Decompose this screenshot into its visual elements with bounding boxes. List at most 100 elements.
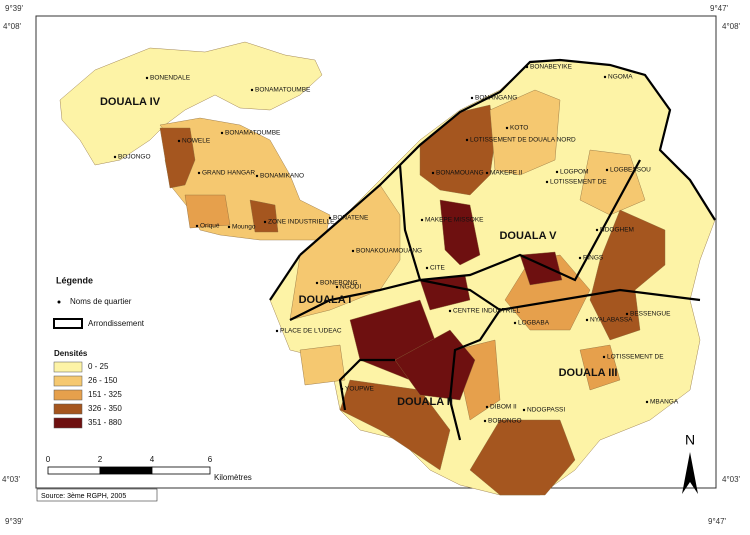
neighborhood-dot [227,225,231,229]
scale-labels: 0 2 4 6 [46,455,213,464]
neighborhood-dot [250,88,254,92]
neighborhood-dot [220,131,224,135]
neighborhood-dot [448,309,452,313]
boundaries [269,58,716,441]
neighborhood-dot [603,75,607,79]
boundary [398,159,641,282]
neighborhood-label: LOTISSEMENT DE [550,179,607,186]
coordinate-label: 9°39' [5,4,24,13]
coordinate-label: 9°39' [5,517,24,526]
neighborhood-label: BONEBONG [320,280,358,287]
neighborhood-dot [525,65,529,69]
neighborhood-dot [595,228,599,232]
neighborhood-dot [555,170,559,174]
legend-swatch [53,389,83,401]
legend-item: Arrondissement [88,319,145,328]
district-area [249,199,279,233]
neighborhood-dot [145,76,149,80]
neighborhood-dot [197,171,201,175]
neighborhood-dot [315,281,319,285]
neighborhood-label: NDOGHEM [600,227,634,234]
neighborhood-label: LOGBABA [518,320,550,327]
neighborhood-dot [113,155,117,159]
neighborhood-label: MAKEPE II [490,170,523,177]
district-area [589,209,666,341]
legend-classes: 0 - 25 26 - 150 151 - 325 326 - 350 351 - 88… [53,361,122,429]
neighborhood-label: NGODI [340,284,362,291]
neighborhood-label: BONAKOUAMOUANG [356,248,422,255]
neighborhood-dot [625,312,629,316]
neighborhood-label: PINGS [583,255,604,262]
scale-tick-label: 2 [98,455,103,464]
neighborhood-label: MBANGA [650,399,679,406]
legend-class-label: 351 - 880 [88,418,122,427]
scale-segment [99,466,153,475]
neighborhood-dot [545,180,549,184]
neighborhood-dot [335,285,339,289]
neighborhood-label: NDOGPASSI [527,407,565,414]
boundary [299,58,716,256]
boundary [269,254,301,301]
scale-bar [47,466,211,475]
legend-swatch [53,403,83,415]
neighborhood-label: Moungo [232,224,256,231]
district-label: DOUALA III [559,367,618,379]
neighborhood-label: BONAMATOUMBE [255,87,311,94]
scale-segment [151,466,211,475]
district-area [184,194,231,229]
neighborhood-label: BONENDALE [150,75,191,82]
neighborhood-dot [431,171,435,175]
neighborhood-dot [645,400,649,404]
neighborhood-dot [470,96,474,100]
district-label: DOUALA IV [100,96,161,108]
neighborhood-dot [275,329,279,333]
legend-class-label: 26 - 150 [88,376,118,385]
district-area [469,419,576,496]
neighborhood-label: DIBOM II [490,404,517,411]
neighborhood-label: LOGBESSOU [610,167,651,174]
neighborhood-label: LOTISSEMENT DE [607,354,664,361]
district-area [339,379,451,471]
source: Source: 3ème RGPH, 2005 [41,493,126,500]
neighborhood-dot [605,168,609,172]
legend-swatch [53,375,83,387]
district-area [419,104,496,196]
neighborhood-dot [340,387,344,391]
neighborhood-label: BESSENGUE [630,311,671,318]
source-box [36,488,158,502]
district-area [59,41,323,166]
coordinate-label: 4°08' [722,22,741,31]
district-area [439,199,481,266]
neighborhood-dot [513,321,517,325]
land [59,41,716,496]
neighborhood-dot [255,174,259,178]
north-arrow [682,452,698,494]
neighborhood-label: BONABEYIKE [530,64,573,71]
district-area [394,329,476,401]
neighborhood-dot [351,249,355,253]
scale-tick-label: 0 [46,455,51,464]
neighborhood-dot [483,419,487,423]
neighborhood-label: Oriqué [200,223,220,230]
district-area [299,344,346,386]
neighborhood-label: MAKEPE MISSOKE [425,217,484,224]
coordinate-label: 9°47' [708,517,727,526]
legend-class-label: 151 - 325 [88,390,122,399]
district-area [579,344,621,391]
boundary [499,288,701,312]
neighborhood-dot [177,139,181,143]
neighborhood-dot [420,218,424,222]
legend-subtitle: Densités [54,349,88,358]
neighborhood-label: BONATENE [333,215,369,222]
neighborhood-dot [328,216,332,220]
legend-class-label: 0 - 25 [88,362,109,371]
neighborhood-label: BONAMATOUMBE [225,130,281,137]
legend-dot [57,300,61,304]
north-label: N [685,432,695,448]
district-label: DOUALA V [499,230,557,242]
neighborhood-dot [485,405,489,409]
district-area [579,149,646,216]
neighborhood-label: NGOMA [608,74,633,81]
neighborhood-label: BOJONGO [118,154,151,161]
district-label: DOUALA II [397,396,453,408]
